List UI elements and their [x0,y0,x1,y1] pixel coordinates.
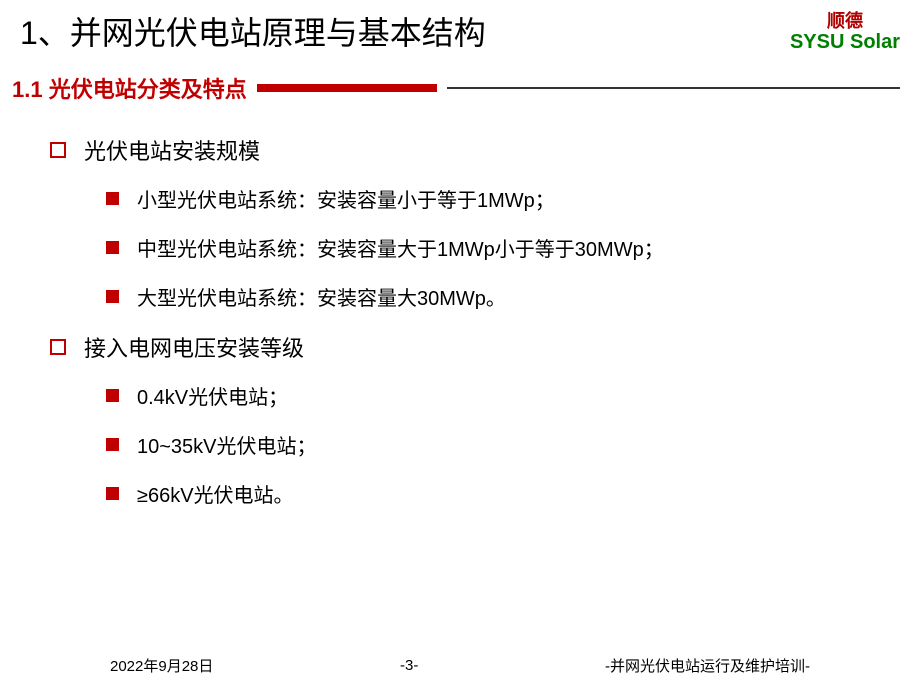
list-item-text: 小型光伏电站系统：安装容量小于等于1MWp； [137,184,555,213]
solid-square-bullet-icon [106,241,119,254]
section-heading: 光伏电站安装规模 [50,134,880,166]
list-item: 大型光伏电站系统：安装容量大30MWp。 [106,282,880,311]
list-item: ≥66kV光伏电站。 [106,479,880,508]
solid-square-bullet-icon [106,487,119,500]
footer-page-number: -3- [400,657,418,674]
list-item-text: 0.4kV光伏电站； [137,381,288,410]
section-heading-text: 接入电网电压安装等级 [84,331,304,363]
solid-square-bullet-icon [106,389,119,402]
hollow-square-bullet-icon [50,142,66,158]
list-item: 中型光伏电站系统：安装容量大于1MWp小于等于30MWp； [106,233,880,262]
list-item-text: ≥66kV光伏电站。 [137,479,294,508]
footer-date: 2022年9月28日 [110,655,213,676]
list-item-text: 10~35kV光伏电站； [137,430,317,459]
subtitle-number: 1.1 [12,77,43,102]
main-title: 1、并网光伏电站原理与基本结构 [20,8,486,54]
list-item-text: 大型光伏电站系统：安装容量大30MWp。 [137,282,506,311]
hollow-square-bullet-icon [50,339,66,355]
logo: 顺德 SYSU Solar [790,8,900,54]
solid-square-bullet-icon [106,290,119,303]
subtitle-row: 1.1 光伏电站分类及特点 [0,54,920,104]
red-divider-bar [257,84,437,92]
solid-square-bullet-icon [106,192,119,205]
section-heading-text: 光伏电站安装规模 [84,134,260,166]
logo-chinese: 顺德 [790,12,900,30]
footer-caption: -并网光伏电站运行及维护培训- [605,655,810,676]
list-item-text: 中型光伏电站系统：安装容量大于1MWp小于等于30MWp； [137,233,664,262]
solid-square-bullet-icon [106,438,119,451]
list-item: 小型光伏电站系统：安装容量小于等于1MWp； [106,184,880,213]
thin-divider-line [447,87,900,89]
list-item: 10~35kV光伏电站； [106,430,880,459]
section-heading: 接入电网电压安装等级 [50,331,880,363]
content-area: 光伏电站安装规模 小型光伏电站系统：安装容量小于等于1MWp； 中型光伏电站系统… [0,104,920,508]
subtitle: 1.1 光伏电站分类及特点 [12,72,247,104]
subtitle-text: 光伏电站分类及特点 [49,77,247,102]
logo-english: SYSU Solar [790,30,900,54]
slide-header: 1、并网光伏电站原理与基本结构 顺德 SYSU Solar [0,0,920,54]
list-item: 0.4kV光伏电站； [106,381,880,410]
slide-footer: 2022年9月28日 -3- -并网光伏电站运行及维护培训- [0,655,920,676]
